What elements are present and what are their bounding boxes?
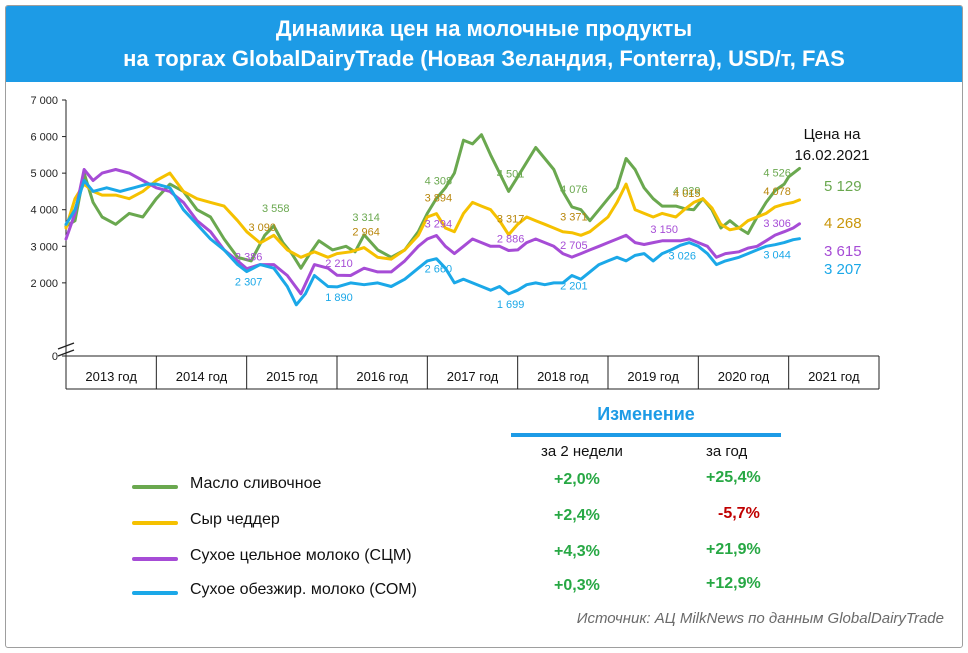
data-label-butter: 4 076	[560, 184, 588, 196]
column-two-weeks: за 2 недели	[541, 443, 623, 460]
y-tick-label: 3 000	[30, 241, 58, 253]
series-line-butter	[64, 133, 801, 270]
data-label-butter: 4 029	[673, 186, 701, 198]
data-label-butter: 4 308	[425, 175, 453, 187]
data-label-butter: 3 314	[352, 212, 380, 224]
change-two-weeks-cheddar: +2,4%	[554, 507, 600, 524]
data-label-cheddar: 3 894	[425, 193, 453, 205]
data-labels: 3 558 3 314 4 308 4 501 4 076 4 029 4 526 3 090…	[235, 167, 862, 310]
legend-swatch	[132, 591, 178, 595]
data-label-cheddar: 3 371	[560, 212, 588, 224]
data-label-smp: 1 890	[325, 292, 353, 304]
data-label-wmp: 2 210	[325, 258, 353, 270]
final-price-smp: 3 207	[824, 261, 862, 278]
series-line-smp	[64, 179, 801, 307]
data-label-wmp: 2 886	[497, 233, 525, 245]
data-label-wmp: 3 150	[650, 224, 678, 236]
line-chart: 0 2 000 3 000 4 000 5 000 6 000 7 000 2013 год 2…	[30, 95, 880, 390]
legend-swatch	[132, 521, 178, 525]
final-price-wmp: 3 615	[824, 243, 862, 260]
data-label-cheddar: 4 015	[673, 188, 701, 200]
data-label-smp: 2 201	[560, 281, 588, 293]
y-tick-label: 0	[52, 351, 58, 363]
change-two-weeks-butter: +2,0%	[554, 471, 600, 488]
data-label-wmp: 2 705	[560, 240, 588, 252]
data-label-butter: 4 501	[497, 168, 525, 180]
title-line-2: на торгах GlobalDairyTrade (Новая Зеланд…	[123, 46, 845, 71]
y-tick-label: 7 000	[30, 95, 58, 107]
change-year-wmp: +21,9%	[706, 541, 761, 558]
y-tick-label: 5 000	[30, 168, 58, 180]
change-header-rule	[511, 433, 781, 437]
change-two-weeks-wmp: +4,3%	[554, 543, 600, 560]
x-year-label: 2017 год	[447, 369, 499, 384]
x-year-label: 2016 год	[356, 369, 408, 384]
data-label-butter: 3 558	[262, 203, 290, 215]
data-label-smp: 3 026	[669, 250, 697, 262]
change-year-smp: +12,9%	[706, 575, 761, 592]
axis-break-mark	[57, 342, 75, 350]
series-line-cheddar	[64, 171, 801, 261]
data-label-smp: 3 044	[763, 250, 791, 262]
chart-frame: Динамика цен на молочные продукты на тор…	[5, 5, 963, 648]
legend-label: Сыр чеддер	[190, 511, 280, 528]
x-year-label: 2021 год	[808, 369, 860, 384]
series-lines	[64, 133, 801, 307]
y-tick-label: 2 000	[30, 278, 58, 290]
data-label-wmp: 2 386	[235, 252, 263, 264]
x-year-label: 2020 год	[718, 369, 770, 384]
x-year-label: 2018 год	[537, 369, 589, 384]
legend-label: Масло сливочное	[190, 475, 322, 492]
y-tick-label: 6 000	[30, 132, 58, 144]
column-year: за год	[706, 443, 748, 460]
x-year-label: 2015 год	[266, 369, 318, 384]
final-price-cheddar: 4 268	[824, 215, 862, 232]
data-label-cheddar: 4 078	[763, 186, 791, 198]
axes: 0 2 000 3 000 4 000 5 000 6 000 7 000 2013 год 2…	[30, 95, 880, 390]
data-label-smp: 1 699	[497, 299, 525, 311]
data-label-smp: 2 307	[235, 277, 263, 289]
price-note-line-1: Цена на	[804, 126, 862, 143]
axis-break-mark	[57, 349, 75, 357]
data-label-butter: 4 526	[763, 167, 791, 179]
data-label-cheddar: 3 090	[248, 222, 276, 234]
final-price-butter: 5 129	[824, 178, 862, 195]
title-line-1: Динамика цен на молочные продукты	[275, 16, 693, 41]
change-year-butter: +25,4%	[706, 469, 761, 486]
source-note: Источник: АЦ MilkNews по данным GlobalDa…	[576, 610, 944, 627]
chart-title: Динамика цен на молочные продукты на тор…	[6, 6, 962, 82]
x-year-label: 2013 год	[85, 369, 137, 384]
change-two-weeks-smp: +0,3%	[554, 577, 600, 594]
y-tick-label: 4 000	[30, 205, 58, 217]
data-label-wmp: 3 294	[425, 219, 453, 231]
data-label-cheddar: 2 964	[352, 227, 380, 239]
legend-label: Сухое цельное молоко (СЦМ)	[190, 547, 412, 564]
series-line-wmp	[64, 168, 801, 296]
legend-swatch	[132, 485, 178, 489]
legend-swatch	[132, 557, 178, 561]
change-header: Изменение	[597, 404, 695, 424]
data-label-wmp: 3 306	[763, 218, 791, 230]
data-label-smp: 2 660	[425, 264, 453, 276]
x-year-label: 2014 год	[176, 369, 228, 384]
change-year-cheddar: -5,7%	[718, 505, 760, 522]
price-note-line-2: 16.02.2021	[794, 147, 869, 164]
legend-label: Сухое обезжир. молоко (СОМ)	[190, 581, 417, 598]
data-label-cheddar: 3 317	[497, 214, 525, 226]
x-year-label: 2019 год	[627, 369, 679, 384]
